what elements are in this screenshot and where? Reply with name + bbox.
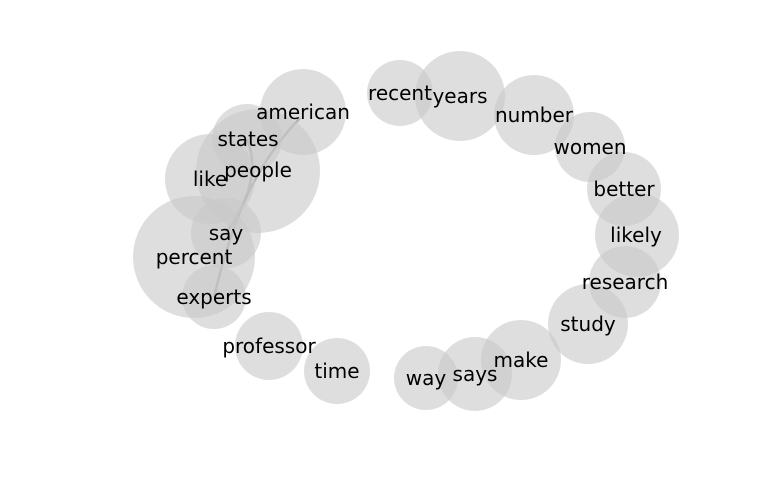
label-years: years	[432, 84, 487, 108]
bubble-recent	[367, 60, 433, 126]
label-percent: percent	[156, 245, 233, 269]
label-experts: experts	[176, 285, 251, 309]
label-likely: likely	[610, 223, 662, 247]
label-states: states	[217, 127, 278, 151]
label-like: like	[193, 167, 227, 191]
label-study: study	[560, 312, 616, 336]
label-research: research	[582, 270, 669, 294]
bubble-professor	[235, 312, 303, 380]
label-recent: recent	[368, 81, 432, 105]
label-say: say	[209, 221, 244, 245]
label-says: says	[453, 362, 498, 386]
label-way: way	[406, 366, 447, 390]
label-women: women	[553, 135, 626, 159]
label-number: number	[495, 103, 574, 127]
bubble-layer	[133, 51, 679, 411]
label-time: time	[314, 359, 359, 383]
label-people: people	[224, 158, 292, 182]
label-make: make	[494, 348, 549, 372]
label-professor: professor	[222, 334, 316, 358]
label-american: american	[256, 100, 350, 124]
bubble-experts	[182, 265, 246, 329]
bubble-years	[415, 51, 505, 141]
label-better: better	[593, 177, 655, 201]
bubble-number	[494, 75, 574, 155]
bubble-make	[481, 320, 561, 400]
bubble-time	[304, 338, 370, 404]
bubble-women	[555, 112, 625, 182]
